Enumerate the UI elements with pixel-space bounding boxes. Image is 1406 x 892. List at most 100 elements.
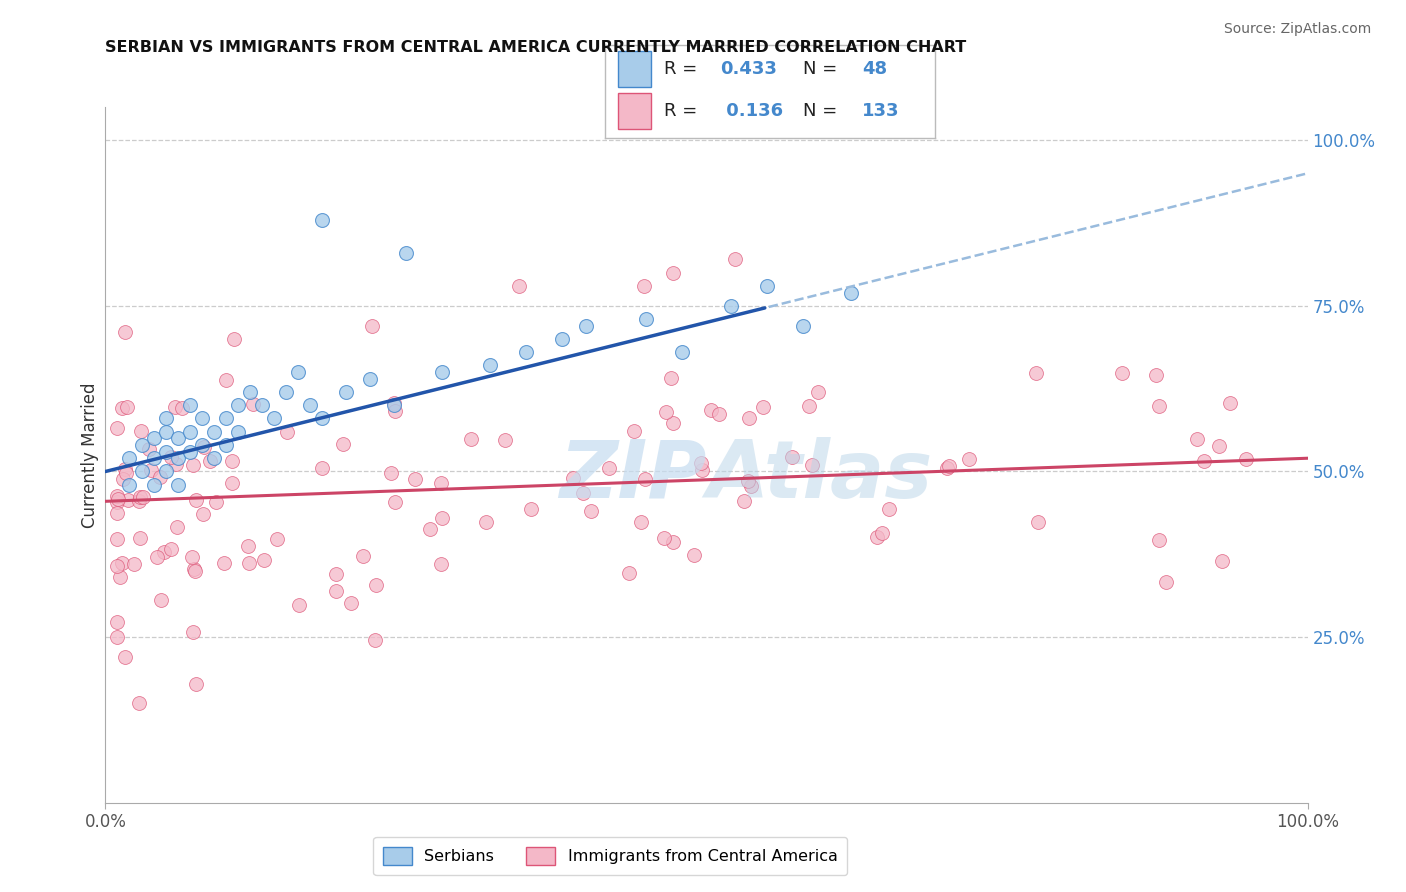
Point xyxy=(654,531,676,545)
Point xyxy=(276,425,298,440)
Point xyxy=(107,506,129,520)
Point xyxy=(659,370,682,384)
Point xyxy=(202,451,225,466)
Point xyxy=(150,592,173,607)
Point xyxy=(707,407,730,421)
Point xyxy=(114,650,136,665)
Point xyxy=(111,401,134,415)
Point xyxy=(720,299,742,313)
Point xyxy=(179,398,201,412)
Point xyxy=(111,556,134,570)
Point xyxy=(122,557,145,571)
Point xyxy=(575,318,598,333)
Point xyxy=(142,451,165,466)
Point xyxy=(242,397,264,411)
Point xyxy=(193,507,215,521)
Point xyxy=(636,312,658,326)
Point xyxy=(166,431,188,445)
Point xyxy=(752,400,775,414)
Point xyxy=(155,425,177,439)
Point xyxy=(107,532,129,546)
Point xyxy=(107,420,129,434)
Point xyxy=(222,332,245,346)
Point xyxy=(359,372,381,386)
Point xyxy=(339,596,361,610)
Point xyxy=(332,437,354,451)
Text: N =: N = xyxy=(803,60,842,78)
Point xyxy=(1219,396,1241,410)
Point xyxy=(792,318,814,333)
Point xyxy=(131,438,153,452)
Point xyxy=(700,403,723,417)
Point xyxy=(165,457,187,471)
Point xyxy=(107,615,129,629)
Point xyxy=(166,451,188,466)
Point xyxy=(515,345,537,359)
Point xyxy=(155,465,177,479)
Point xyxy=(117,493,139,508)
Point xyxy=(551,332,574,346)
Point xyxy=(238,556,260,570)
Text: 0.136: 0.136 xyxy=(720,102,783,120)
Point xyxy=(146,549,169,564)
Point xyxy=(250,398,273,412)
Point xyxy=(938,458,960,473)
Point xyxy=(1185,432,1208,446)
Text: 133: 133 xyxy=(862,102,900,120)
Point xyxy=(238,539,260,553)
Point xyxy=(186,676,208,690)
Y-axis label: Currently Married: Currently Married xyxy=(80,382,98,528)
Point xyxy=(800,458,823,472)
Point xyxy=(118,451,141,466)
Point xyxy=(131,424,153,438)
Text: SERBIAN VS IMMIGRANTS FROM CENTRAL AMERICA CURRENTLY MARRIED CORRELATION CHART: SERBIAN VS IMMIGRANTS FROM CENTRAL AMERI… xyxy=(105,40,967,55)
Point xyxy=(364,633,387,648)
Point xyxy=(107,489,129,503)
Point xyxy=(138,442,160,456)
Point xyxy=(287,365,309,379)
Point xyxy=(221,475,243,490)
Point xyxy=(352,549,374,563)
Point xyxy=(661,535,683,549)
Point xyxy=(619,566,641,581)
Point xyxy=(114,462,136,476)
Point xyxy=(226,398,249,412)
Point xyxy=(382,396,405,410)
Point xyxy=(107,492,129,507)
Point xyxy=(311,212,333,227)
Point xyxy=(115,466,138,480)
Point xyxy=(633,279,655,293)
Point xyxy=(107,559,129,574)
Point xyxy=(361,318,384,333)
Point xyxy=(139,463,162,477)
Point xyxy=(737,411,759,425)
Point xyxy=(404,472,426,486)
Point xyxy=(520,501,543,516)
Point xyxy=(671,345,693,359)
Point xyxy=(780,450,803,464)
Text: Source: ZipAtlas.com: Source: ZipAtlas.com xyxy=(1223,22,1371,37)
Legend: Serbians, Immigrants from Central America: Serbians, Immigrants from Central Americ… xyxy=(374,838,848,875)
Point xyxy=(166,477,188,491)
Point xyxy=(384,404,406,418)
Point xyxy=(155,411,177,425)
Point xyxy=(654,405,676,419)
Point xyxy=(205,494,228,508)
Text: Atlas: Atlas xyxy=(707,437,932,515)
Point xyxy=(170,401,193,416)
Point xyxy=(562,471,585,485)
Point xyxy=(623,424,645,438)
Point xyxy=(186,493,208,508)
Point xyxy=(325,566,347,581)
Text: ZIP: ZIP xyxy=(560,437,707,515)
Point xyxy=(1156,574,1178,589)
Point xyxy=(179,444,201,458)
Point xyxy=(799,399,821,413)
Point xyxy=(128,697,150,711)
Point xyxy=(190,438,212,452)
Point xyxy=(214,411,236,425)
Point xyxy=(160,542,183,557)
Point xyxy=(198,453,221,467)
Point xyxy=(212,556,235,570)
Point xyxy=(214,438,236,452)
